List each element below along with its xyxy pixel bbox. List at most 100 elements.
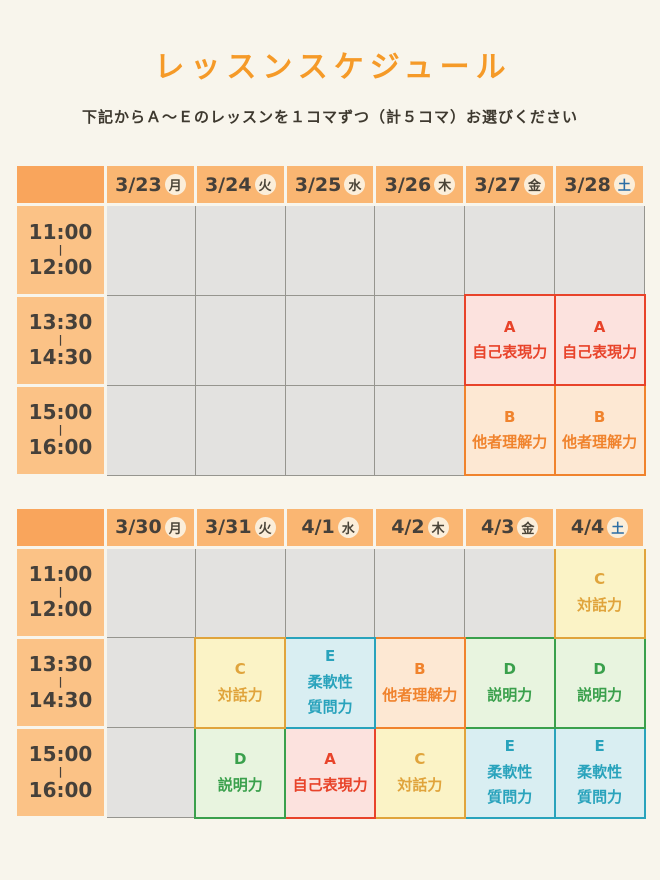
lesson-cell-d[interactable]: D 説明力: [194, 726, 287, 819]
lesson-cell-c[interactable]: C 対話力: [194, 636, 287, 729]
lesson-code: D: [503, 660, 516, 678]
lesson-code: A: [324, 750, 336, 768]
schedule-header-row: 3/23 月 3/24 火 3/25 水 3/26 木 3/27 金 3/28 土: [14, 163, 646, 206]
date-label: 4/2: [391, 516, 425, 538]
empty-slot-cell: [194, 384, 286, 476]
day-header-content: 3/30 月: [107, 516, 194, 538]
lesson-name: 説明力: [577, 685, 623, 704]
empty-slot-cell: [284, 546, 376, 638]
date-label: 4/1: [301, 516, 335, 538]
day-header-cell: 4/4 土: [553, 505, 646, 549]
date-label: 3/26: [384, 173, 432, 196]
lesson-code: D: [593, 660, 606, 678]
lesson-code: E: [504, 737, 515, 756]
lesson-cell-a[interactable]: A 自己表現力: [463, 294, 556, 386]
time-cell: 13:30 | 14:30: [14, 293, 107, 387]
empty-slot-cell: [105, 637, 196, 728]
page-title: レッスンスケジュール: [154, 50, 512, 85]
day-of-week-badge: 月: [164, 516, 186, 538]
time-cell: 13:30 | 14:30: [14, 636, 107, 729]
day-header-cell: 3/27 金: [463, 163, 557, 206]
time-start-label: 15:00: [28, 742, 93, 767]
lesson-name: 他者理解力: [562, 433, 638, 451]
lesson-name: 柔軟性: [577, 762, 623, 781]
lesson-code: B: [593, 407, 606, 426]
day-header-cell: 3/31 火: [193, 505, 287, 549]
day-header-cell: 3/28 土: [553, 163, 646, 206]
lesson-cell-b[interactable]: B 他者理解力: [463, 384, 556, 476]
lesson-cell-e[interactable]: E 柔軟性 質問力: [553, 726, 646, 819]
empty-slot-cell: [284, 204, 376, 296]
empty-slot-cell: [374, 204, 466, 296]
schedule-row: 15:00 | 16:00 B 他者理解力 B 他者理解力: [14, 383, 646, 477]
lesson-name: 自己表現力: [472, 343, 548, 361]
lesson-cell-a[interactable]: A 自己表現力: [553, 294, 646, 386]
schedule-row: 15:00 | 16:00 D 説明力 A 自己表現力 C 対話力 E 柔軟性 質問力 E 柔軟性 質問力: [14, 726, 646, 819]
date-label: 3/25: [294, 173, 342, 196]
lesson-cell-d[interactable]: D 説明力: [553, 636, 646, 729]
time-end-label: 12:00: [28, 597, 93, 622]
day-header-content: 3/24 火: [197, 174, 284, 196]
page-subtitle: 下記からＡ～Ｅのレッスンを１コマずつ（計５コマ）お選びください: [81, 108, 578, 126]
time-cell: 11:00 | 12:00: [14, 545, 107, 639]
lesson-name: 自己表現力: [562, 343, 638, 361]
day-of-week-badge: 月: [164, 174, 186, 195]
empty-slot-cell: [464, 204, 556, 296]
lesson-code: D: [234, 750, 247, 768]
lesson-cell-e[interactable]: E 柔軟性 質問力: [463, 726, 556, 819]
date-label: 3/31: [204, 516, 252, 538]
time-separator: |: [58, 585, 63, 599]
day-header-cell: 3/24 火: [193, 163, 287, 206]
schedule-row: 11:00 | 12:00 C 対話力: [14, 545, 646, 639]
day-header-content: 3/28 土: [556, 174, 643, 196]
empty-slot-cell: [105, 294, 196, 386]
date-label: 4/4: [570, 516, 605, 538]
lesson-name: 柔軟性: [487, 762, 533, 781]
lesson-cell-e[interactable]: E 柔軟性 質問力: [284, 636, 376, 729]
empty-slot-cell: [374, 384, 466, 476]
time-cell: 15:00 | 16:00: [14, 383, 107, 477]
empty-slot-cell: [105, 727, 196, 818]
day-header-cell: 3/30 月: [104, 505, 197, 549]
date-label: 3/28: [564, 173, 611, 196]
lesson-name: 質問力: [577, 788, 623, 807]
day-header-cell: 3/23 月: [104, 163, 197, 206]
lesson-code: A: [503, 317, 516, 336]
lesson-code: A: [593, 317, 606, 336]
lesson-cell-b[interactable]: B 他者理解力: [373, 636, 466, 729]
time-separator: |: [58, 675, 63, 689]
time-cell: 15:00 | 16:00: [14, 726, 107, 819]
lesson-name: 質問力: [307, 698, 353, 717]
lesson-cell-d[interactable]: D 説明力: [463, 636, 556, 729]
day-header-cell: 3/25 水: [283, 163, 377, 206]
day-header-cell: 4/3 金: [463, 505, 557, 549]
lesson-code: C: [414, 750, 426, 768]
schedule-row: 13:30 | 14:30 A 自己表現力 A 自己表現力: [14, 293, 646, 387]
schedule-table-week-2: 3/30 月 3/31 火 4/1 水 4/2 木 4/3 金 4/4 土 11:00 | 12:00 C 対話…: [14, 505, 646, 819]
time-end-label: 16:00: [28, 435, 93, 460]
lesson-code: C: [234, 660, 246, 678]
time-end-label: 16:00: [28, 777, 93, 802]
lesson-cell-c[interactable]: C 対話力: [553, 546, 646, 639]
lesson-cell-c[interactable]: C 対話力: [373, 726, 466, 819]
lesson-name: 柔軟性: [307, 672, 353, 691]
time-start-label: 13:30: [28, 309, 93, 334]
lesson-name: 対話力: [217, 685, 263, 704]
time-start-label: 15:00: [28, 399, 93, 424]
day-header-content: 3/26 木: [376, 174, 463, 196]
time-end-label: 12:00: [28, 254, 93, 279]
lesson-cell-b[interactable]: B 他者理解力: [553, 384, 646, 476]
day-header-content: 4/3 金: [466, 516, 553, 538]
day-header-content: 3/31 火: [197, 516, 284, 538]
empty-slot-cell: [284, 384, 376, 476]
date-label: 3/30: [115, 516, 162, 538]
empty-slot-cell: [105, 384, 196, 476]
day-of-week-badge: 土: [607, 516, 629, 538]
day-header-cell: 4/1 水: [283, 505, 377, 549]
day-of-week-badge: 火: [254, 174, 276, 195]
day-header-content: 3/27 金: [466, 174, 553, 196]
lesson-cell-a[interactable]: A 自己表現力: [284, 726, 376, 819]
lesson-name: 他者理解力: [472, 433, 548, 451]
schedule-row: 11:00 | 12:00: [14, 203, 645, 297]
date-label: 3/27: [474, 173, 522, 196]
